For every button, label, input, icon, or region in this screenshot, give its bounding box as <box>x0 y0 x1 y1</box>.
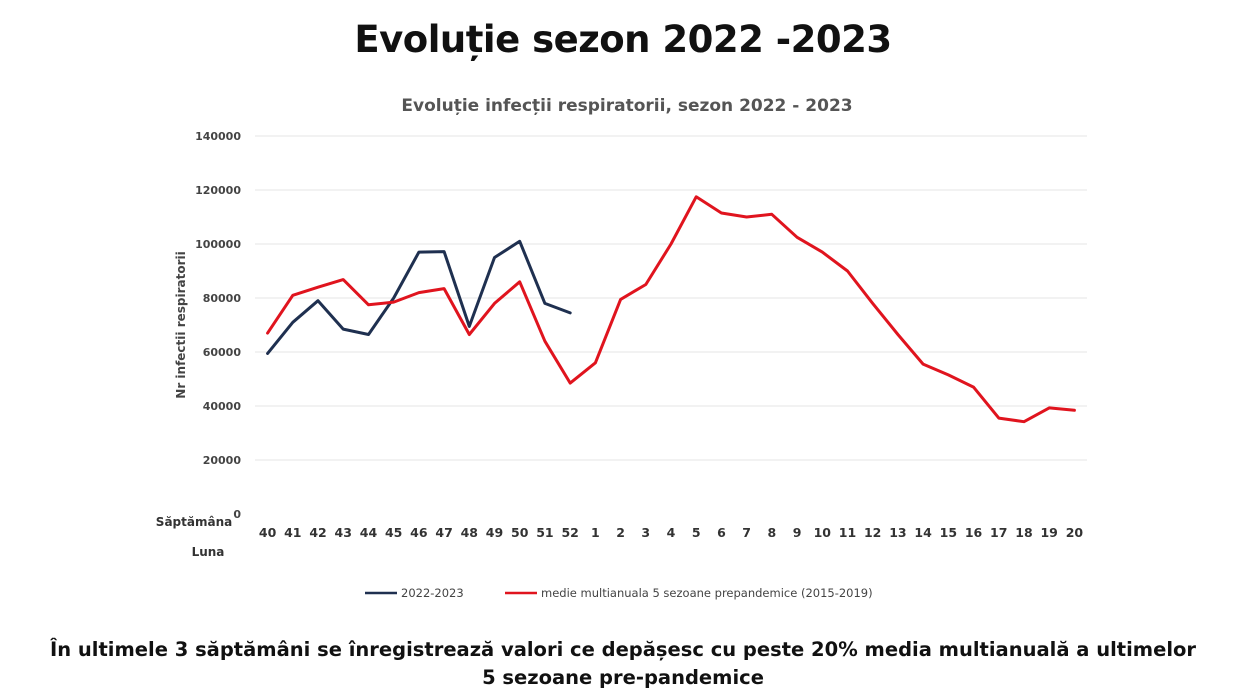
x-tick-label: 8 <box>767 525 776 540</box>
y-tick-label: 60000 <box>203 346 242 359</box>
x-tick-label: 10 <box>814 525 832 540</box>
x-tick-label: 15 <box>940 525 957 540</box>
y-axis-label: Nr infectii respiratorii <box>174 251 188 398</box>
x-tick-label: 51 <box>536 525 553 540</box>
y-tick-label: 80000 <box>203 292 242 305</box>
y-tick-label: 100000 <box>195 238 241 251</box>
x-row-label-week: Săptămâna <box>156 515 232 529</box>
footer-note: În ultimele 3 săptămâni se înregistrează… <box>49 638 1197 689</box>
x-tick-label: 1 <box>591 525 600 540</box>
x-tick-label: 47 <box>435 525 452 540</box>
x-tick-label: 48 <box>461 525 478 540</box>
x-tick-label: 5 <box>692 525 701 540</box>
legend-label-medie: medie multianuala 5 sezoane prepandemice… <box>541 586 873 600</box>
x-tick-label: 19 <box>1040 525 1057 540</box>
series-lines <box>266 195 1076 424</box>
page-title: Evoluție sezon 2022 -2023 <box>354 18 892 61</box>
gridlines <box>255 135 1087 461</box>
x-tick-label: 50 <box>511 525 529 540</box>
y-tick-label: 140000 <box>195 130 241 143</box>
x-tick-label: 17 <box>990 525 1007 540</box>
x-tick-label: 3 <box>641 525 650 540</box>
chart-title: Evoluție infecții respiratorii, sezon 20… <box>401 96 852 116</box>
y-tick-label: 20000 <box>203 454 242 467</box>
x-tick-label: 20 <box>1066 525 1084 540</box>
x-tick-label: 4 <box>667 525 676 540</box>
x-tick-label: 45 <box>385 525 402 540</box>
x-tick-label: 12 <box>864 525 881 540</box>
y-axis-ticks: 0 20000 40000 60000 80000 100000 120000 140000 <box>195 130 241 521</box>
series-line-2022-2023 <box>266 239 572 355</box>
x-tick-label: 52 <box>561 525 578 540</box>
x-tick-label: 14 <box>914 525 932 540</box>
y-tick-label: 120000 <box>195 184 241 197</box>
legend-label-2022-2023: 2022-2023 <box>401 586 464 600</box>
x-tick-label: 16 <box>965 525 983 540</box>
line-chart: Evoluție infecții respiratorii, sezon 20… <box>156 96 1087 600</box>
x-tick-label: 44 <box>360 525 378 540</box>
x-tick-label: 41 <box>284 525 301 540</box>
x-tick-label: 9 <box>793 525 802 540</box>
x-tick-label: 46 <box>410 525 428 540</box>
x-tick-label: 7 <box>742 525 751 540</box>
y-tick-label: 40000 <box>203 400 242 413</box>
x-axis-ticks: 40 41 42 43 44 45 46 47 48 49 50 51 52 1 2 3 4 5 6 7 8 9 10 11 1… <box>259 525 1083 540</box>
x-tick-label: 13 <box>889 525 906 540</box>
series-line-medie-multianuala <box>266 195 1076 424</box>
legend: 2022-2023 medie multianuala 5 sezoane pr… <box>365 586 873 600</box>
x-tick-label: 42 <box>309 525 326 540</box>
x-tick-label: 40 <box>259 525 277 540</box>
y-tick-label: 0 <box>233 508 241 521</box>
x-row-label-month: Luna <box>192 545 225 559</box>
x-tick-label: 11 <box>839 525 856 540</box>
x-tick-label: 49 <box>486 525 503 540</box>
x-tick-label: 18 <box>1015 525 1032 540</box>
x-tick-label: 43 <box>335 525 352 540</box>
x-tick-label: 6 <box>717 525 726 540</box>
x-tick-label: 2 <box>616 525 625 540</box>
